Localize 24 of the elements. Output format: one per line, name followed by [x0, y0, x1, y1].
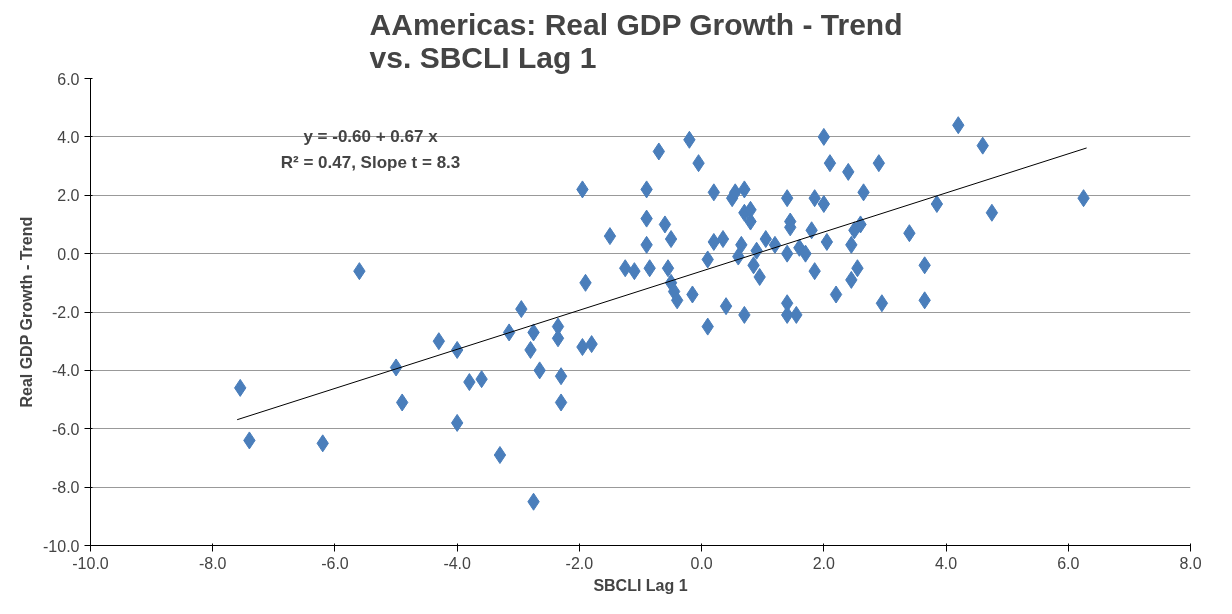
annotation: R² = 0.47, Slope t = 8.3 — [280, 152, 461, 172]
x-tick-label: -2.0 — [565, 554, 594, 572]
x-tick-label: 8.0 — [1179, 554, 1202, 572]
y-tick-label: 2.0 — [57, 187, 80, 205]
x-tick-label: 4.0 — [934, 554, 958, 572]
x-tick-label: 6.0 — [1057, 554, 1080, 572]
x-axis-title: SBCLI Lag 1 — [593, 576, 688, 594]
y-tick-label: 0.0 — [57, 245, 80, 263]
x-tick-label: -6.0 — [321, 554, 349, 572]
x-tick-label: 2.0 — [812, 554, 836, 572]
chart-title: AAmericas: Real GDP Growth - Trend vs. SBCLI Lag 1 — [369, 7, 903, 74]
x-tick-label: -8.0 — [198, 554, 227, 572]
annotation: y = -0.60 + 0.67 x — [303, 126, 439, 146]
y-axis-title: Real GDP Growth - Trend — [18, 216, 36, 408]
y-tick-label: -10.0 — [43, 537, 80, 555]
y-tick-label: -4.0 — [51, 362, 80, 380]
x-tick-label: -4.0 — [443, 554, 472, 572]
y-tick-label: 4.0 — [57, 128, 80, 146]
y-tick-label: -6.0 — [51, 420, 80, 438]
y-tick-label: 6.0 — [57, 70, 80, 88]
y-tick-label: -8.0 — [51, 479, 80, 497]
y-tick-label: -2.0 — [51, 304, 80, 321]
x-tick-label: 0.0 — [690, 554, 713, 572]
x-tick-label: -10.0 — [72, 554, 109, 572]
